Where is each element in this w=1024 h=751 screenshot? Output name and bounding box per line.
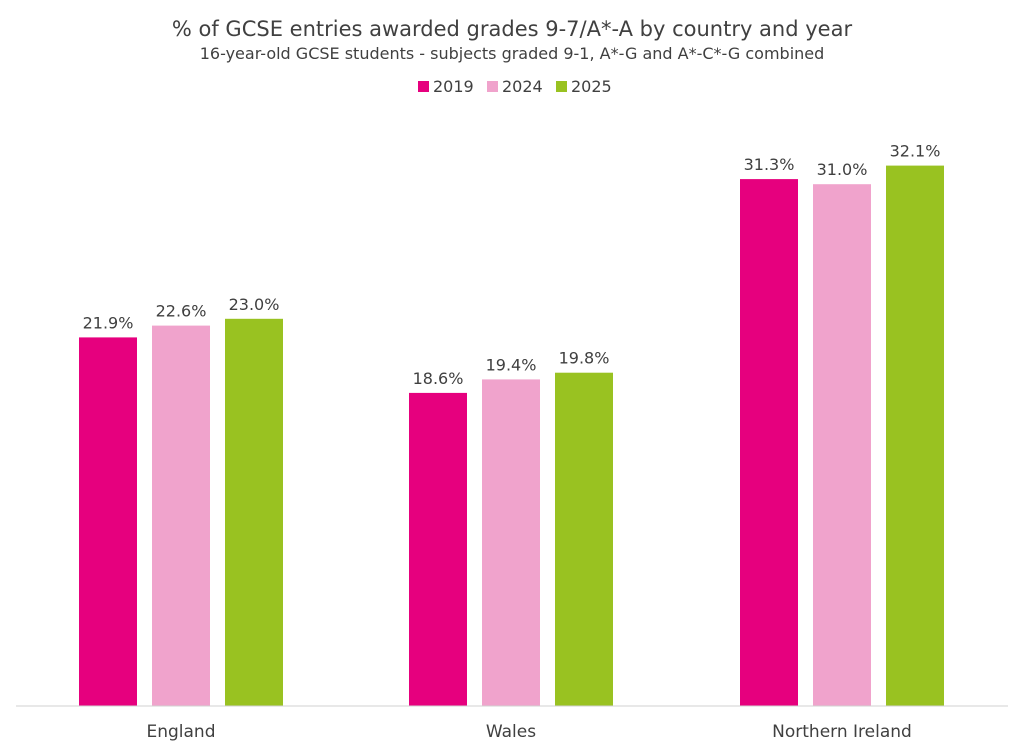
legend-swatch-2025	[556, 81, 567, 92]
bar-wales-2019	[409, 392, 467, 706]
bar-england-2024	[152, 325, 210, 706]
data-label-wales-2024: 19.4%	[486, 355, 537, 374]
data-label-northern-ireland-2019: 31.3%	[744, 155, 795, 174]
bar-england-2019	[79, 337, 137, 706]
bars-group: 21.9% 22.6% 23.0% 18.6% 19.4% 19.8% 31.3% 31.0%…	[79, 142, 944, 707]
data-label-northern-ireland-2024: 31.0%	[817, 160, 868, 179]
chart-subtitle: 16-year-old GCSE students - subjects gra…	[200, 44, 825, 63]
legend-label-2019: 2019	[433, 77, 474, 96]
bar-northern-ireland-2024	[813, 184, 871, 706]
legend-swatch-2019	[418, 81, 429, 92]
category-label-northern-ireland: Northern Ireland	[772, 722, 912, 742]
bar-england-2025	[225, 318, 283, 706]
data-label-england-2024: 22.6%	[156, 302, 207, 321]
legend-swatch-2024	[487, 81, 498, 92]
data-label-wales-2019: 18.6%	[413, 369, 464, 388]
legend-label-2024: 2024	[502, 77, 543, 96]
bar-wales-2024	[482, 379, 540, 706]
data-label-england-2025: 23.0%	[229, 295, 280, 314]
category-label-england: England	[146, 722, 215, 742]
bar-wales-2025	[555, 372, 613, 706]
category-label-wales: Wales	[486, 722, 536, 742]
data-label-england-2019: 21.9%	[83, 313, 134, 332]
data-label-wales-2025: 19.8%	[559, 349, 610, 368]
data-label-northern-ireland-2025: 32.1%	[890, 142, 941, 161]
bar-northern-ireland-2019	[740, 179, 798, 707]
chart-legend: 2019 2024 2025	[418, 77, 612, 96]
legend-label-2025: 2025	[571, 77, 612, 96]
category-labels: England Wales Northern Ireland	[146, 722, 911, 742]
chart-title: % of GCSE entries awarded grades 9-7/A*-…	[172, 17, 853, 41]
bar-northern-ireland-2025	[886, 165, 944, 707]
